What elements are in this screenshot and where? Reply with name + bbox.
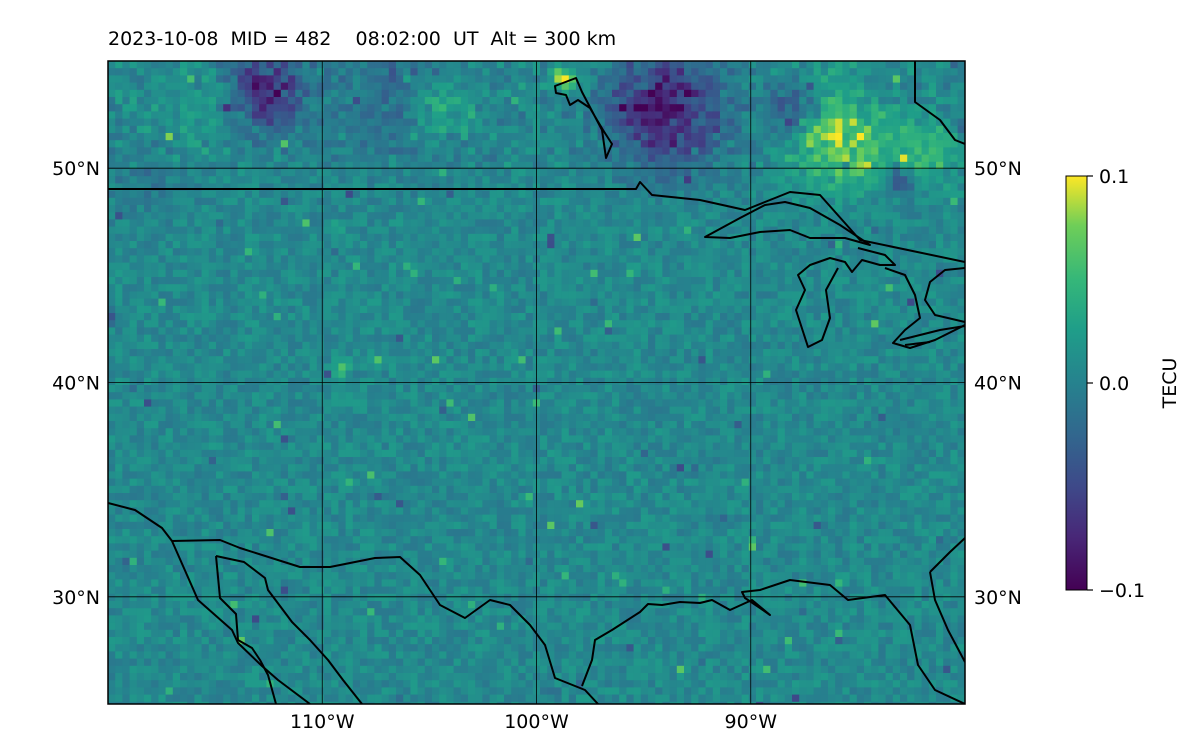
pacific-coast-baja [108,502,311,704]
map-frame [107,60,966,705]
lat-tick-label-left: 50°N [52,158,100,180]
coastlines [108,61,965,704]
lake-superior [704,201,871,246]
tec-field [108,61,965,704]
us-mexico-border [171,539,599,704]
james-bay-coast [914,61,965,145]
gridlines [108,61,965,704]
florida-atlantic-coast [929,537,965,663]
lon-tick-label: 100°W [504,711,569,733]
colorbar-label: TECU [1159,358,1181,410]
colorbar-ticks: 0.1 0.0 −0.1 [1087,166,1145,602]
lake-michigan [795,247,896,348]
map-title: 2023-10-08 MID = 482 08:02:00 UT Alt = 3… [108,28,617,50]
lat-tick-label-left: 30°N [52,587,100,609]
lat-tick-label-right: 30°N [974,587,1022,609]
colorbar: 0.1 0.0 −0.1 TECU [1065,166,1181,602]
baja-west [215,555,277,704]
us-canada-border [108,181,965,263]
lon-tick-label: 90°W [725,711,778,733]
lat-tick-label-left: 40°N [52,373,100,395]
lat-tick-label-right: 40°N [974,373,1022,395]
ontario-coast [924,267,965,323]
colorbar-tick-label: −0.1 [1099,580,1145,602]
colorbar-gradient [1065,175,1088,591]
lon-tick-label: 110°W [290,711,355,733]
hudson-bay-coast [554,77,613,159]
gulf-of-california [215,555,363,704]
lat-tick-label-right: 50°N [974,158,1022,180]
colorbar-tick-label: 0.0 [1099,373,1129,395]
lake-erie [899,325,965,346]
colorbar-tick-label: 0.1 [1099,166,1129,188]
tick-labels: 110°W 100°W 90°W 30°N 30°N 40°N 40°N 50°N 50°N [52,158,1022,733]
gulf-coast [581,579,965,704]
